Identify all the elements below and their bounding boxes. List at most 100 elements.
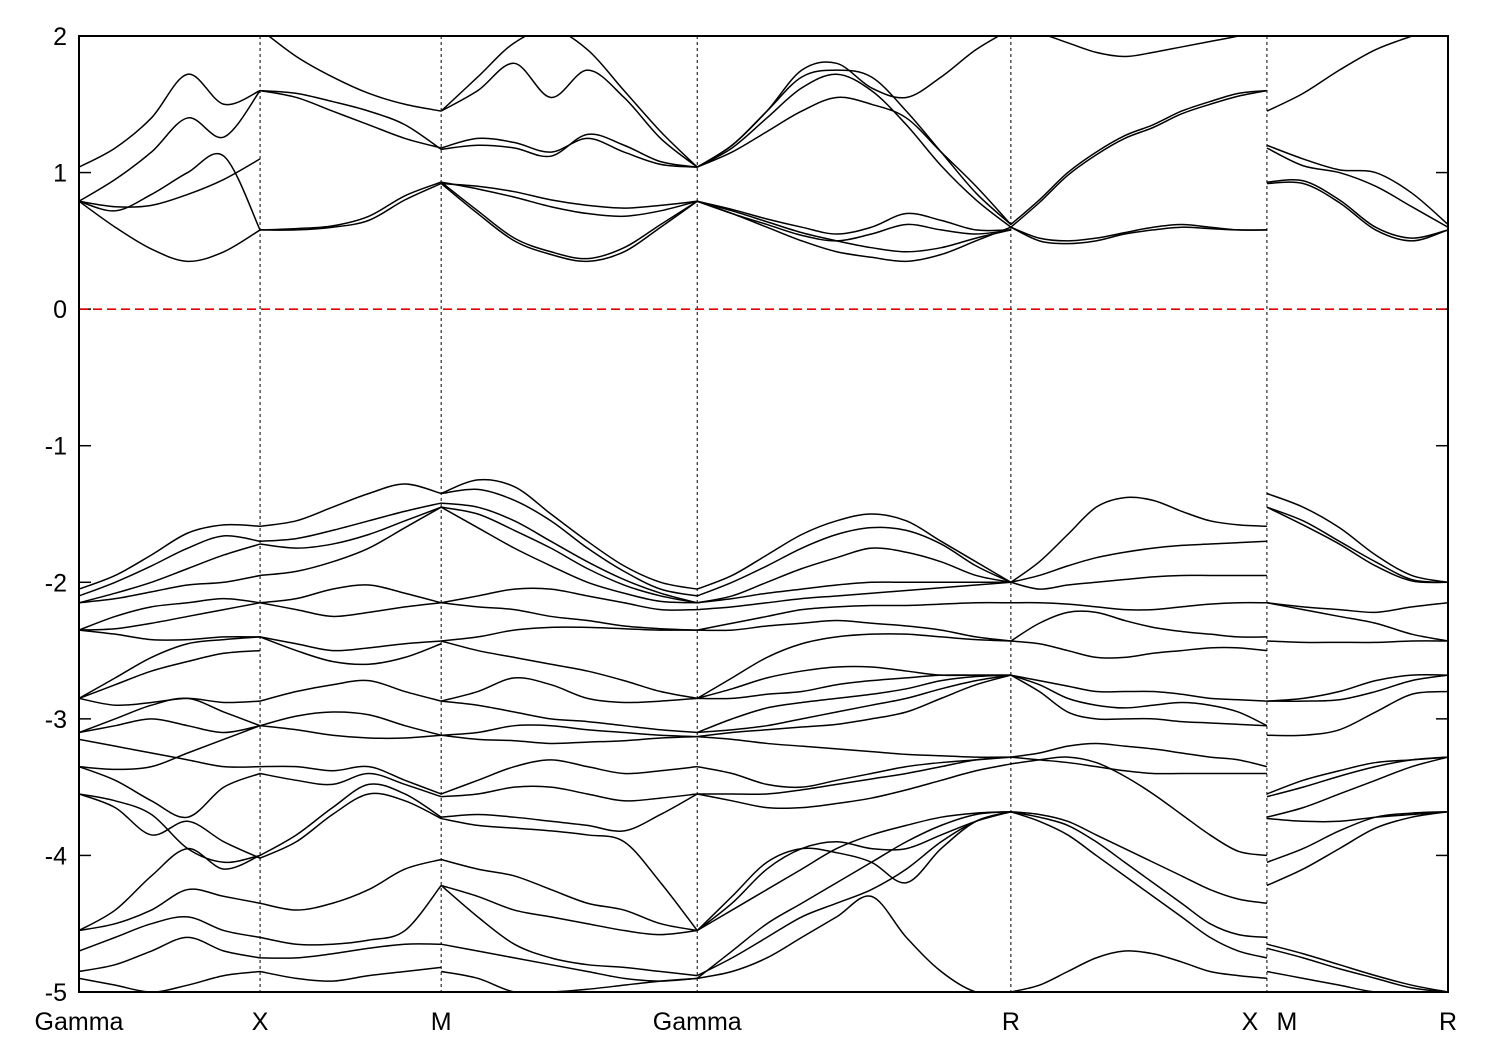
band-line bbox=[440, 182, 698, 263]
band-line bbox=[1010, 601, 1267, 611]
y-tick-label: -2 bbox=[45, 569, 67, 597]
y-tick-label: 2 bbox=[53, 23, 67, 51]
band-line bbox=[441, 506, 698, 604]
band-line bbox=[696, 811, 1012, 932]
bands bbox=[79, 36, 1448, 992]
band-line bbox=[1266, 810, 1448, 823]
band-line bbox=[260, 182, 442, 231]
band-line bbox=[79, 970, 261, 992]
band-line bbox=[440, 640, 698, 700]
band-line bbox=[1010, 810, 1267, 939]
band-line bbox=[259, 772, 442, 798]
band-line bbox=[79, 629, 261, 641]
plot-frame bbox=[78, 35, 1449, 993]
band-line bbox=[440, 884, 698, 977]
band-line bbox=[1266, 690, 1448, 737]
band-line bbox=[440, 506, 698, 604]
band-line bbox=[697, 200, 1011, 235]
band-line bbox=[440, 858, 698, 932]
band-line bbox=[697, 763, 1012, 810]
band-line bbox=[697, 619, 1011, 642]
band-line bbox=[696, 526, 1012, 597]
band-line bbox=[1266, 756, 1448, 798]
band-line bbox=[696, 633, 1011, 700]
band-line bbox=[1266, 970, 1448, 992]
band-line bbox=[79, 936, 261, 973]
band-line bbox=[1046, 36, 1242, 58]
band-line bbox=[441, 817, 698, 931]
high-symmetry-lines bbox=[259, 36, 1268, 992]
band-line bbox=[441, 181, 698, 218]
band-line bbox=[1010, 640, 1267, 659]
band-line bbox=[1010, 610, 1267, 642]
band-line bbox=[697, 735, 1011, 758]
band-line bbox=[697, 581, 1011, 604]
band-line bbox=[1010, 540, 1267, 584]
band-line bbox=[696, 810, 1011, 932]
band-line bbox=[441, 182, 698, 209]
band-line bbox=[696, 36, 1001, 168]
band-line bbox=[441, 502, 698, 604]
band-line bbox=[79, 158, 261, 208]
band-line bbox=[79, 888, 261, 932]
band-line bbox=[1266, 36, 1414, 112]
band-line bbox=[1010, 756, 1267, 775]
band-line bbox=[1010, 674, 1267, 727]
band-line bbox=[441, 785, 698, 802]
band-line bbox=[1266, 810, 1448, 887]
band-line bbox=[1266, 602, 1448, 614]
band-line bbox=[697, 581, 1011, 611]
band-line bbox=[259, 584, 442, 604]
band-line bbox=[1266, 181, 1448, 242]
band-line bbox=[441, 626, 698, 642]
band-line bbox=[697, 547, 1012, 604]
band-line bbox=[1266, 178, 1448, 239]
band-line bbox=[1010, 674, 1268, 727]
y-tick-label: -3 bbox=[45, 706, 67, 734]
band-line bbox=[440, 478, 698, 590]
band-line bbox=[79, 847, 261, 932]
band-line bbox=[79, 636, 261, 700]
band-line bbox=[1010, 496, 1267, 583]
band-line bbox=[1266, 947, 1448, 992]
band-line bbox=[1266, 147, 1448, 228]
band-line bbox=[79, 574, 261, 604]
band-line bbox=[1010, 226, 1267, 245]
band-line bbox=[1010, 810, 1268, 904]
band-line bbox=[259, 506, 442, 577]
band-line bbox=[260, 502, 442, 543]
band-line bbox=[79, 543, 261, 604]
band-line bbox=[79, 793, 261, 859]
y-axis: 2 1 0 -1 -2 -3 -4 -5 bbox=[45, 23, 1448, 1007]
band-line bbox=[260, 89, 442, 150]
band-line bbox=[696, 810, 1011, 979]
y-tick-label: 1 bbox=[53, 160, 67, 188]
band-line bbox=[259, 679, 442, 702]
band-line bbox=[259, 89, 442, 149]
y-tick-label: -5 bbox=[45, 979, 67, 1007]
band-line bbox=[441, 602, 698, 631]
x-tick-label: X bbox=[1242, 1008, 1259, 1036]
band-line bbox=[259, 724, 442, 740]
band-line bbox=[440, 62, 698, 168]
band-line bbox=[259, 885, 442, 946]
band-line bbox=[1010, 950, 1267, 992]
band-line bbox=[1266, 810, 1448, 863]
y-tick-label: -1 bbox=[45, 433, 67, 461]
band-line bbox=[259, 636, 442, 666]
band-line bbox=[260, 181, 442, 231]
band-line bbox=[79, 597, 261, 631]
band-line bbox=[441, 793, 698, 832]
band-line bbox=[259, 506, 442, 549]
band-line bbox=[1010, 742, 1268, 768]
band-line bbox=[79, 738, 261, 768]
x-tick-label: Gamma bbox=[35, 1008, 124, 1036]
band-line bbox=[1266, 506, 1448, 584]
x-tick-label: M bbox=[431, 1008, 452, 1036]
band-line bbox=[441, 970, 698, 992]
band-line bbox=[259, 792, 442, 859]
band-line bbox=[79, 697, 261, 734]
band-line bbox=[267, 36, 442, 112]
